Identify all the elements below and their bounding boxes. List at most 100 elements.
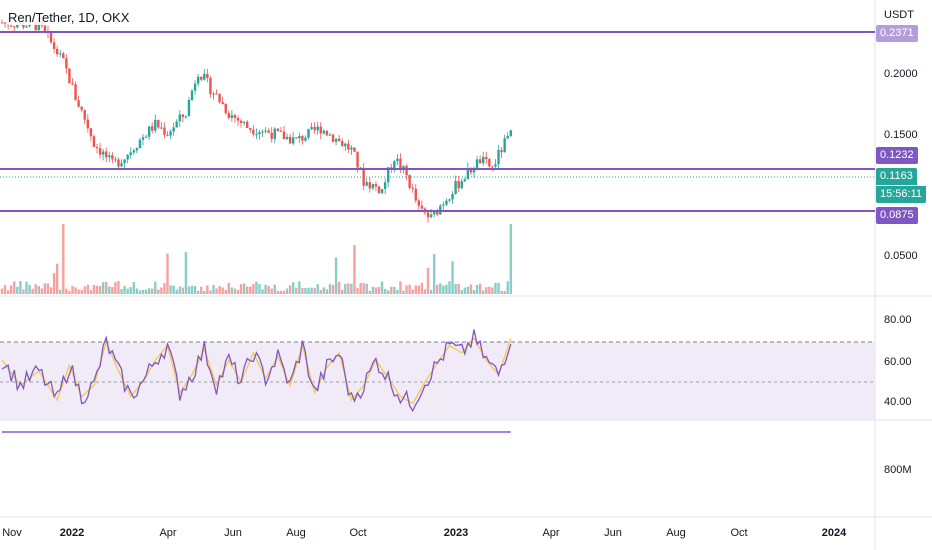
candle-body: [448, 199, 451, 201]
volume-bar: [423, 289, 427, 294]
volume-bar: [196, 290, 200, 294]
volume-bar: [371, 286, 375, 294]
volume-bar: [304, 287, 307, 294]
candle-body: [3, 22, 7, 24]
candle-body: [37, 20, 40, 31]
candle-body: [172, 127, 175, 132]
volume-bar: [77, 289, 80, 294]
volume-bar: [227, 282, 231, 294]
volume-bar: [154, 281, 157, 294]
candle-body: [304, 137, 307, 141]
candle-body: [209, 77, 212, 94]
volume-bar: [187, 286, 191, 294]
lower-level-badge: 0.0875: [876, 207, 918, 224]
candle-body: [221, 102, 224, 104]
volume-bar: [491, 287, 494, 294]
volume-bar: [239, 284, 243, 294]
volume-bar: [405, 285, 408, 294]
symbol-title[interactable]: Ren/Tether, 1D, OKX: [6, 10, 132, 25]
volume-bar: [267, 285, 270, 294]
candle-body: [154, 119, 157, 131]
candle-body: [255, 134, 258, 136]
candle-body: [101, 151, 105, 155]
candle-body: [55, 48, 59, 55]
upper-level-badge: 0.1232: [876, 147, 918, 164]
candle-body: [126, 154, 129, 160]
volume-bar: [62, 224, 65, 294]
volume-bar: [417, 285, 421, 294]
candle-body: [187, 99, 191, 117]
volume-bar: [426, 267, 430, 294]
volume-bar: [6, 290, 10, 294]
candle-body: [261, 131, 264, 133]
candle-body: [365, 182, 368, 186]
volume-bar: [16, 286, 19, 294]
volume-bar: [482, 290, 485, 294]
top-level-badge: 0.2371: [876, 25, 918, 42]
candle-body: [295, 137, 298, 139]
volume-bar: [383, 288, 387, 294]
candle-body: [227, 112, 231, 118]
candle-body: [252, 129, 255, 135]
volume-bar: [347, 283, 350, 294]
candle-body: [34, 21, 37, 31]
candle-body: [105, 151, 108, 158]
price-tick-0: 0.2000: [884, 68, 918, 80]
volume-bar: [123, 285, 126, 294]
volume-bar: [172, 285, 175, 294]
candle-body: [74, 84, 77, 101]
time-label-9: Aug: [666, 527, 686, 539]
candle-body: [16, 24, 19, 28]
candle-body: [442, 204, 445, 206]
candle-body: [377, 186, 381, 194]
candle-body: [43, 25, 47, 32]
candle-body: [420, 205, 424, 209]
volume-bar: [89, 290, 93, 294]
volume-bar: [184, 252, 188, 294]
volume-bar: [429, 289, 433, 294]
candle-body: [246, 121, 249, 129]
candle-body: [497, 150, 500, 165]
volume-bar: [328, 284, 332, 294]
volume-bar: [120, 288, 123, 294]
volume-bar: [436, 284, 439, 294]
volume-bar: [261, 289, 264, 294]
volume-bar: [478, 283, 482, 294]
candle-body: [368, 182, 371, 189]
candle-body: [68, 68, 71, 84]
volume-bar: [0, 288, 4, 294]
volume-bar: [212, 285, 215, 294]
volume-bar: [86, 284, 90, 294]
candle-body: [279, 130, 283, 132]
volume-bar: [365, 283, 368, 294]
volume-bar: [28, 284, 31, 294]
volume-bar: [386, 290, 390, 294]
volume-bar: [509, 224, 512, 294]
volume-bar: [98, 286, 102, 294]
candles: [0, 16, 512, 223]
candle-body: [411, 187, 414, 189]
volume-bar: [341, 289, 344, 294]
volume-bar: [454, 283, 457, 294]
rsi-tick-0: 80.00: [884, 314, 912, 326]
candle-body: [301, 135, 304, 141]
volume-bar: [55, 263, 59, 294]
candle-body: [160, 127, 163, 129]
rsi-tick-1: 60.00: [884, 356, 912, 368]
volume-bar: [298, 281, 301, 294]
candle-body: [310, 126, 313, 129]
volume-bar: [368, 290, 371, 294]
candle-body: [371, 184, 375, 189]
volume-bar: [399, 281, 402, 294]
time-label-5: Oct: [349, 527, 367, 539]
volume-bar: [288, 285, 292, 294]
candle-body: [322, 130, 326, 134]
volume-bar: [193, 286, 197, 294]
rsi-band: [0, 342, 875, 420]
volume-bar: [291, 282, 295, 294]
volume-bar: [258, 284, 261, 294]
volume-bar: [22, 289, 25, 294]
candle-body: [282, 131, 286, 140]
volume-bar: [331, 285, 335, 294]
